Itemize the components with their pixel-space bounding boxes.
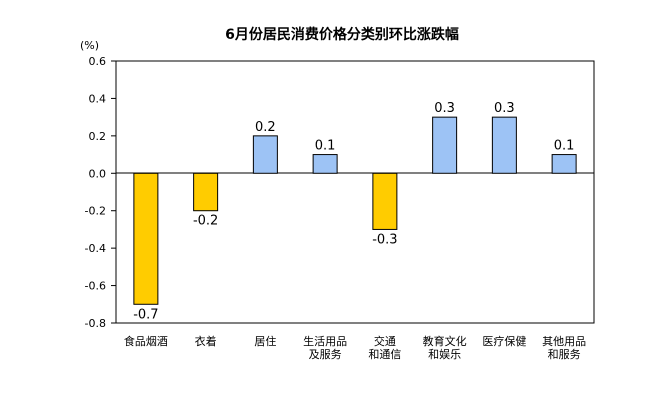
category-label: 衣着 [195,334,217,348]
data-label: 0.1 [554,139,575,154]
data-label: 0.3 [434,101,455,116]
data-label: 0.2 [255,120,276,135]
bar [372,172,398,230]
category-label: 及服务 [309,348,342,361]
bar [432,116,458,174]
y-tick-label: 0.2 [89,130,107,143]
bar [551,154,577,174]
category-label: 居住 [254,334,276,348]
y-tick-label: -0.8 [85,317,106,330]
plot-area [115,60,595,324]
bar [312,154,338,174]
category-label: 医疗保健 [482,334,526,348]
y-tick-label: 0.4 [89,92,107,105]
y-tick-label: -0.4 [85,242,106,255]
data-label: 0.1 [315,139,336,154]
data-label: 0.3 [494,101,515,116]
data-labels: -0.7 -0.2 0.2 0.1 -0.3 0.3 0.3 0.1 [133,101,574,322]
y-tick-label: -0.6 [85,280,106,293]
category-label: 和服务 [548,348,581,361]
data-label: -0.3 [372,232,397,247]
category-label: 教育文化 [423,334,467,348]
bar [491,116,517,174]
category-label: 和娱乐 [428,347,461,361]
y-axis-unit: (%) [80,39,99,52]
bar [252,135,278,174]
y-tick-label: 0.0 [89,167,107,180]
category-label: 和通信 [368,348,401,361]
category-label: 食品烟酒 [124,334,168,348]
category-label: 交通 [374,334,396,348]
bar [133,172,159,305]
chart-title: 6月份居民消费价格分类别环比涨跌幅 [225,26,459,43]
data-label: -0.7 [133,307,158,322]
bars [133,116,577,305]
y-tick-label: 0.6 [89,55,107,68]
category-label: 其他用品 [542,335,586,348]
y-axis-ticks: 0.6 0.4 0.2 0.0 -0.2 -0.4 -0.6 -0.8 [85,55,116,330]
y-tick-label: -0.2 [85,205,106,218]
category-label: 生活用品 [303,334,347,348]
data-label: -0.2 [193,214,218,229]
bar [193,172,219,212]
